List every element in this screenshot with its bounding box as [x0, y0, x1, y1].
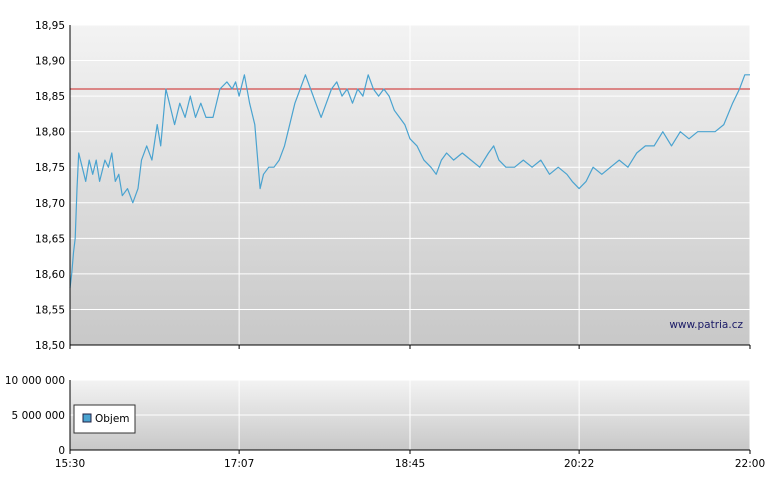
time-axis: 15:30 17:07 18:45 20:22 22:00 [55, 450, 765, 470]
volume-y-tick-label: 0 [58, 445, 65, 457]
time-tick-label: 22:00 [735, 458, 765, 470]
price-series-line [69, 74, 750, 289]
price-y-tick-label: 18,50 [35, 340, 65, 352]
price-panel: 18,95 18,90 18,85 18,80 18,75 18,70 18,65 18,60… [35, 20, 751, 352]
price-y-tick-label: 18,55 [35, 304, 65, 316]
volume-legend: Objem [73, 404, 136, 434]
volume-panel: 10 000 000 5 000 000 0 [5, 375, 751, 457]
price-y-tick-label: 18,70 [35, 198, 65, 210]
watermark: www.patria.cz [669, 319, 743, 331]
price-y-tick-label: 18,65 [35, 233, 65, 245]
time-tick-label: 18:45 [395, 458, 425, 470]
price-y-tick-label: 18,80 [35, 127, 65, 139]
volume-y-tick-label: 10 000 000 [5, 375, 65, 387]
price-y-tick-label: 18,85 [35, 91, 65, 103]
time-tick-label: 17:07 [224, 458, 254, 470]
legend-swatch [82, 413, 92, 423]
price-y-tick-label: 18,95 [35, 20, 65, 32]
time-tick-label: 20:22 [564, 458, 594, 470]
volume-y-tick-label: 5 000 000 [12, 410, 65, 422]
price-y-tick-label: 18,75 [35, 162, 65, 174]
price-y-tick-label: 18,60 [35, 269, 65, 281]
time-tick-label: 15:30 [55, 458, 85, 470]
price-y-tick-label: 18,90 [35, 56, 65, 68]
legend-label: Objem [95, 413, 130, 425]
